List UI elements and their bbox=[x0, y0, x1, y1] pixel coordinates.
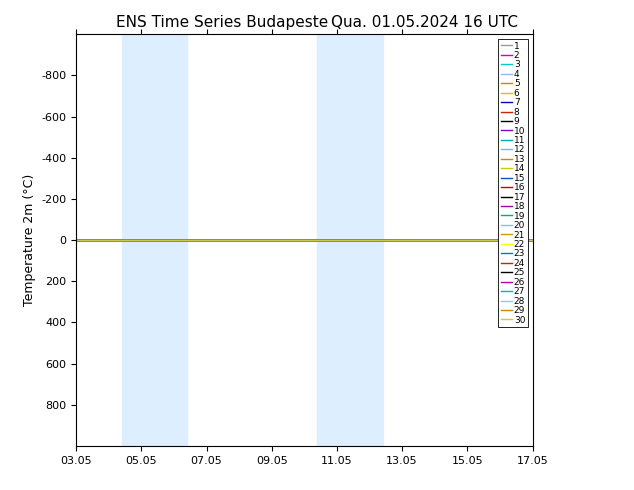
Bar bbox=[337, 34, 382, 446]
Bar bbox=[141, 34, 187, 446]
Bar bbox=[318, 34, 337, 446]
Bar bbox=[122, 34, 141, 446]
Legend: 1, 2, 3, 4, 5, 6, 7, 8, 9, 10, 11, 12, 13, 14, 15, 16, 17, 18, 19, 20, 21, 22, 2: 1, 2, 3, 4, 5, 6, 7, 8, 9, 10, 11, 12, 1… bbox=[498, 39, 528, 327]
Text: ENS Time Series Budapeste: ENS Time Series Budapeste bbox=[116, 15, 328, 30]
Text: Qua. 01.05.2024 16 UTC: Qua. 01.05.2024 16 UTC bbox=[332, 15, 518, 30]
Y-axis label: Temperature 2m (°C): Temperature 2m (°C) bbox=[23, 174, 36, 306]
